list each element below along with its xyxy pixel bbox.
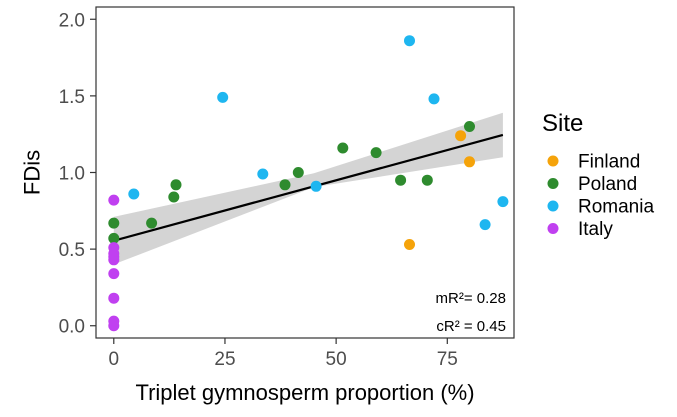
data-point-romania xyxy=(217,91,229,103)
data-point-poland xyxy=(370,147,382,159)
data-point-romania xyxy=(428,93,440,105)
data-point-poland xyxy=(146,217,158,229)
y-axis-label: FDis xyxy=(20,150,45,195)
data-point-italy xyxy=(108,194,120,206)
legend-title: Site xyxy=(542,110,583,137)
x-tick-label: 50 xyxy=(326,349,347,370)
x-tick-label: 0 xyxy=(108,349,119,370)
y-axis-ticks: 0.0 0.5 1.0 1.5 2.0 xyxy=(59,10,96,338)
data-point-romania xyxy=(497,196,509,208)
y-tick-label: 1.5 xyxy=(59,87,85,108)
legend-key-finland xyxy=(547,155,559,167)
legend-label-finland: Finland xyxy=(578,152,640,173)
data-point-poland xyxy=(337,142,349,154)
data-point-poland xyxy=(421,174,433,186)
annotation-mr2: mR²= 0.28 xyxy=(436,290,506,307)
x-axis-label: Triplet gymnosperm proportion (%) xyxy=(135,380,474,405)
legend-label-italy: Italy xyxy=(578,219,613,240)
data-point-romania xyxy=(479,219,491,231)
data-point-poland xyxy=(170,179,182,191)
y-tick-label: 0.5 xyxy=(59,240,85,261)
data-point-poland xyxy=(395,174,407,186)
data-point-poland xyxy=(464,121,475,132)
legend-key-romania xyxy=(547,200,559,212)
x-tick-label: 25 xyxy=(214,349,235,370)
data-point-poland xyxy=(108,217,120,229)
data-point-finland xyxy=(464,156,475,168)
data-point-poland xyxy=(292,167,304,178)
data-point-finland xyxy=(404,239,415,250)
data-point-italy xyxy=(108,292,120,304)
legend-key-italy xyxy=(547,223,559,234)
legend-label-poland: Poland xyxy=(578,174,637,195)
x-tick-label: 75 xyxy=(437,349,458,370)
y-tick-label: 2.0 xyxy=(59,10,85,31)
data-points-layer xyxy=(108,35,509,332)
data-point-poland xyxy=(168,191,180,203)
data-point-poland xyxy=(279,179,291,191)
x-axis-ticks: 0 25 50 75 xyxy=(108,338,458,370)
regression-line-layer xyxy=(113,133,504,242)
data-point-italy xyxy=(108,254,120,266)
data-point-italy xyxy=(108,320,120,332)
regression-line xyxy=(113,133,504,242)
data-point-romania xyxy=(404,35,415,47)
data-point-finland xyxy=(455,130,467,142)
y-tick-label: 1.0 xyxy=(59,164,85,185)
data-point-romania xyxy=(128,188,140,200)
data-point-romania xyxy=(257,168,269,180)
legend-key-poland xyxy=(547,178,559,189)
legend-label-romania: Romania xyxy=(578,197,654,218)
y-tick-label: 0.0 xyxy=(59,317,85,338)
annotation-cr2: cR² = 0.45 xyxy=(436,318,506,335)
data-point-romania xyxy=(310,180,322,192)
data-point-poland xyxy=(108,232,120,244)
data-point-italy xyxy=(108,268,120,280)
